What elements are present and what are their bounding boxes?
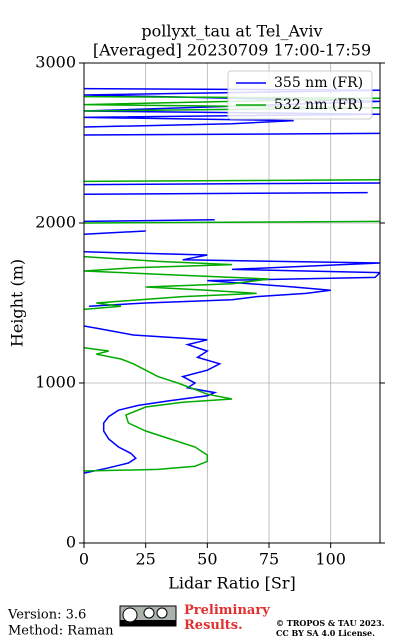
series-line bbox=[84, 87, 380, 474]
x-tick-label: 50 bbox=[197, 550, 217, 569]
x-tick-label: 0 bbox=[79, 550, 89, 569]
x-tick-label: 75 bbox=[259, 550, 279, 569]
plot-lines bbox=[84, 87, 380, 474]
y-axis-label: Height (m) bbox=[8, 259, 27, 347]
legend-label: 532 nm (FR) bbox=[274, 97, 363, 113]
chart-subtitle: [Averaged] 20230709 17:00-17:59 bbox=[93, 41, 371, 60]
chart-title: pollyxt_tau at Tel_Aviv bbox=[141, 22, 322, 41]
y-tick-label: 3000 bbox=[35, 53, 76, 72]
x-axis-label: Lidar Ratio [Sr] bbox=[168, 574, 296, 593]
x-tick-label: 100 bbox=[315, 550, 346, 569]
notice: Preliminary Results. bbox=[184, 603, 270, 633]
x-tick-label: 25 bbox=[135, 550, 155, 569]
method: Method: Raman bbox=[8, 624, 114, 639]
series-line bbox=[84, 95, 380, 472]
copyright: © TROPOS & TAU 2023. bbox=[276, 618, 385, 628]
y-tick-label: 1000 bbox=[35, 373, 76, 392]
version: Version: 3.6 bbox=[7, 608, 86, 623]
y-tick-label: 0 bbox=[66, 533, 76, 552]
cc-badge bbox=[119, 605, 177, 627]
license: CC BY SA 4.0 License. bbox=[276, 628, 375, 638]
y-tick-label: 2000 bbox=[35, 213, 76, 232]
legend-label: 355 nm (FR) bbox=[274, 75, 363, 91]
plot-frame bbox=[83, 62, 381, 544]
